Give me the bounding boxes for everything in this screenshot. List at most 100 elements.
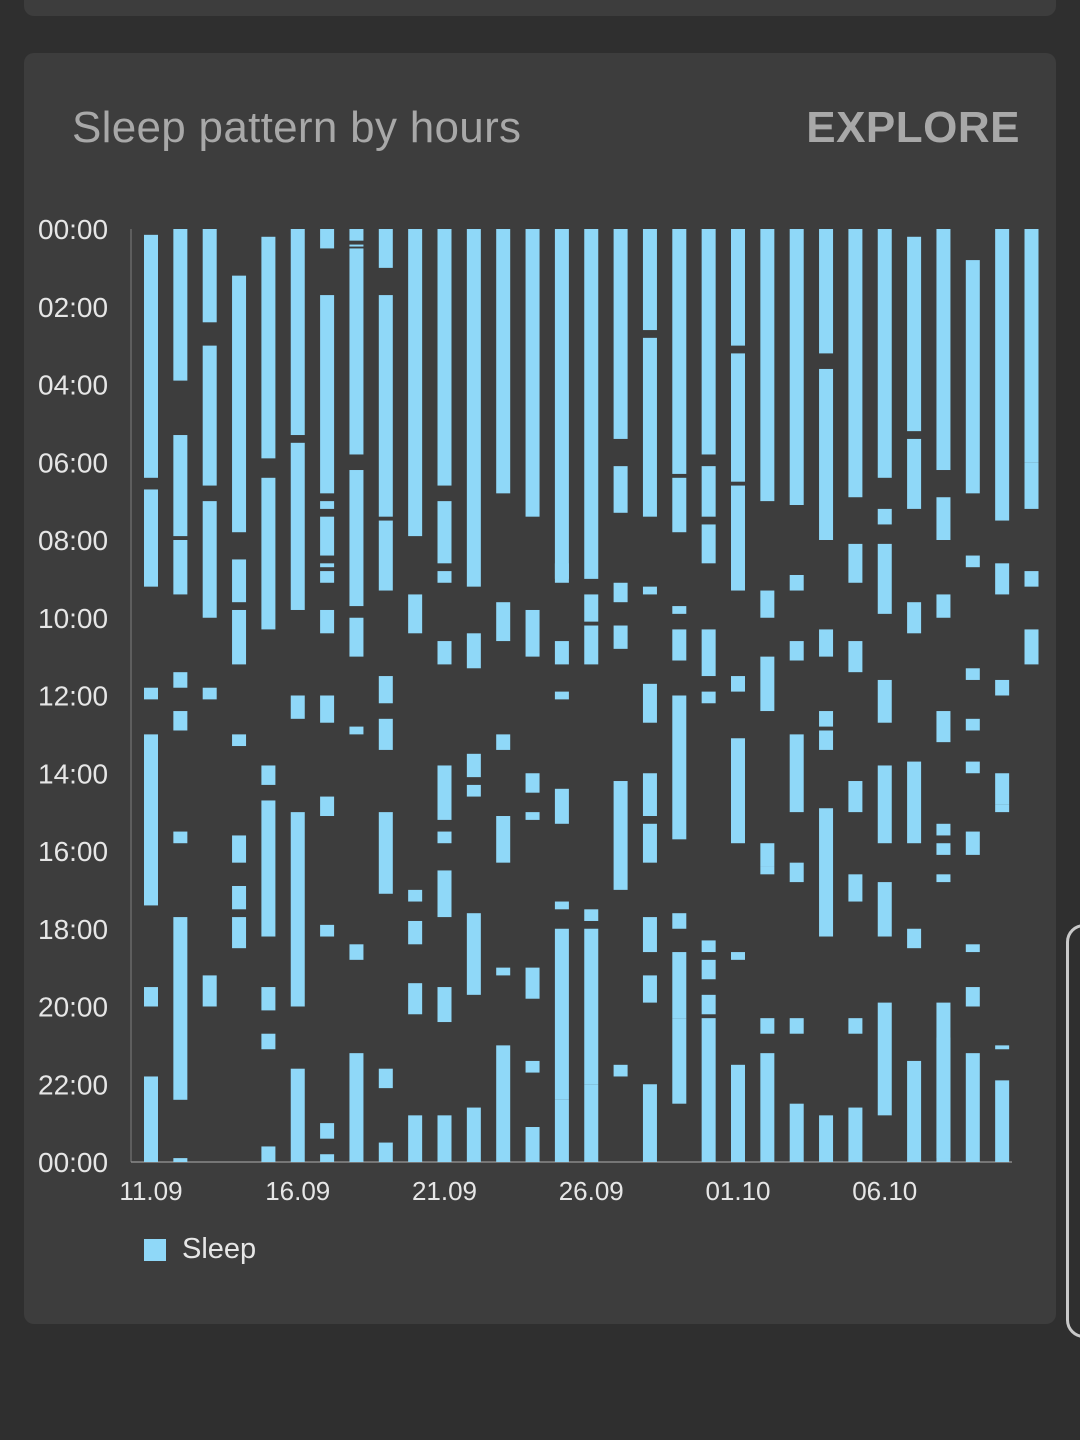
x-tick-label: 21.09: [412, 1176, 477, 1206]
sleep-bar: [554, 901, 569, 910]
sleep-bar: [819, 629, 834, 657]
sleep-bar: [642, 773, 657, 817]
sleep-bar: [613, 625, 628, 649]
explore-button[interactable]: EXPLORE: [806, 103, 1020, 152]
sleep-bar: [907, 602, 922, 634]
sleep-bar: [261, 765, 276, 785]
sleep-bar: [760, 1018, 775, 1034]
sleep-bar: [613, 229, 628, 439]
sleep-bar: [202, 975, 217, 1007]
scroll-handle[interactable]: [1066, 924, 1080, 1338]
sleep-bar: [877, 679, 892, 723]
sleep-bar: [320, 1154, 335, 1162]
sleep-bar: [173, 917, 188, 1100]
sleep-bar: [466, 753, 481, 778]
sleep-bar: [936, 594, 951, 618]
sleep-bar: [144, 987, 158, 1007]
sleep-bar: [408, 1115, 423, 1162]
sleep-bar: [965, 260, 980, 494]
sleep-bar: [642, 683, 657, 723]
sleep-bar: [642, 917, 657, 953]
sleep-bar: [760, 590, 775, 618]
sleep-bar: [554, 563, 569, 583]
sleep-bar: [819, 368, 834, 540]
sleep-bar: [496, 602, 511, 642]
sleep-bar: [789, 734, 804, 813]
sleep-bar: [848, 781, 863, 813]
sleep-bar: [408, 983, 423, 1015]
sleep-bar: [290, 1068, 305, 1162]
sleep-bar: [936, 823, 951, 836]
sleep-bar: [320, 571, 335, 583]
sleep-bar: [936, 843, 951, 855]
sleep-bar: [995, 1045, 1010, 1050]
sleep-bar: [525, 812, 540, 820]
sleep-bar: [320, 924, 335, 937]
sleep-bar: [995, 804, 1010, 813]
sleep-bar: [378, 1068, 393, 1089]
sleep-bar: [701, 229, 716, 455]
sleep-bar: [232, 559, 247, 603]
sleep-bar: [525, 967, 540, 999]
sleep-bar: [437, 229, 452, 486]
sleep-bar: [437, 831, 452, 844]
sleep-bar: [202, 501, 217, 618]
sleep-bar: [554, 1099, 569, 1162]
sleep-bar: [320, 501, 335, 509]
sleep-bar: [907, 761, 922, 844]
sleep-bar: [408, 594, 423, 634]
sleep-bar: [731, 1064, 745, 1162]
sleep-bar: [173, 540, 188, 595]
sleep-bar: [173, 435, 188, 537]
x-axis-ticks: 11.09 16.09 21.09 26.09 01.10 06.10: [119, 1176, 917, 1206]
sleep-bar: [877, 508, 892, 525]
sleep-bar: [232, 609, 247, 665]
sleep-bar: [848, 543, 863, 583]
sleep-bar: [525, 1060, 540, 1073]
sleep-bar: [731, 485, 745, 591]
sleep-bar: [672, 229, 687, 474]
sleep-bar: [173, 831, 188, 844]
sleep-bar: [378, 229, 393, 268]
sleep-bar: [408, 889, 423, 902]
sleep-bar: [789, 641, 804, 661]
sleep-bar: [819, 229, 834, 354]
sleep-bar: [320, 229, 335, 249]
sleep-bar: [760, 656, 775, 712]
sleep-bar: [701, 466, 716, 517]
sleep-bar: [525, 773, 540, 793]
sleep-bar: [907, 438, 922, 509]
legend-swatch-sleep: [144, 1238, 166, 1261]
sleep-bar: [232, 885, 247, 910]
sleep-bar: [378, 718, 393, 750]
sleep-bar: [701, 959, 716, 980]
sleep-bar: [349, 617, 364, 657]
sleep-bar: [701, 691, 716, 704]
sleep-bar: [642, 586, 657, 595]
sleep-bar: [819, 808, 834, 937]
y-tick-label: 10:00: [38, 603, 108, 634]
sleep-bar: [672, 952, 687, 1019]
sleep-bar: [496, 967, 511, 976]
sleep-bar: [613, 781, 628, 890]
sleep-bar: [261, 1033, 276, 1050]
sleep-bar: [349, 944, 364, 960]
sleep-bar: [965, 718, 980, 731]
sleep-bar: [907, 928, 922, 949]
sleep-bar: [290, 695, 305, 719]
sleep-bar: [232, 275, 247, 533]
sleep-bar: [349, 244, 364, 247]
previous-card: [24, 0, 1056, 16]
y-tick-label: 02:00: [38, 292, 108, 323]
sleep-bar: [995, 563, 1010, 595]
sleep-bar: [349, 248, 364, 455]
legend-label-sleep: Sleep: [182, 1233, 257, 1265]
sleep-bar: [202, 345, 217, 486]
sleep-bar: [378, 676, 393, 704]
sleep-bar: [613, 582, 628, 603]
sleep-bar: [525, 1127, 540, 1162]
sleep-bar: [584, 928, 599, 1085]
sleep-bar: [408, 920, 423, 945]
sleep-bar: [378, 812, 393, 894]
sleep-chart: 00:00 02:00 04:00 06:00 08:00 10:00 12:00 14:00…: [38, 214, 1039, 1206]
